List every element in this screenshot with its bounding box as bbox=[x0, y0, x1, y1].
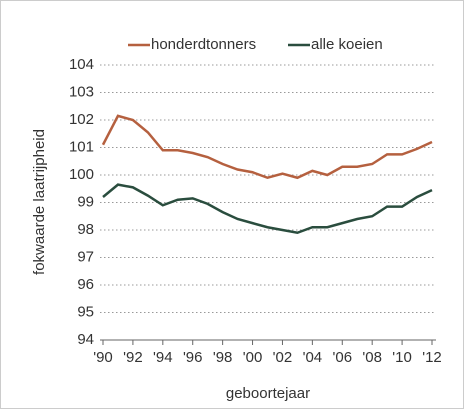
x-tick-label: '00 bbox=[243, 349, 263, 366]
y-tick-label: 97 bbox=[77, 248, 94, 265]
y-tick-label: 96 bbox=[77, 276, 94, 293]
legend-label: honderdtonners bbox=[151, 36, 256, 53]
y-axis-label: fokwaarde laatrijpheid bbox=[31, 129, 48, 275]
x-tick-label: '02 bbox=[273, 349, 293, 366]
series-line bbox=[102, 183, 433, 235]
x-tick-label: '08 bbox=[362, 349, 382, 366]
x-tick-label: '92 bbox=[123, 349, 143, 366]
y-tick-label: 100 bbox=[69, 166, 94, 183]
y-tick-label: 102 bbox=[69, 111, 94, 128]
y-tick-label: 104 bbox=[69, 56, 94, 73]
x-tick-label: '12 bbox=[422, 349, 442, 366]
y-tick-label: 94 bbox=[77, 331, 94, 348]
y-tick-label: 103 bbox=[69, 83, 94, 100]
y-tick-label: 98 bbox=[77, 221, 94, 238]
x-tick-label: '04 bbox=[303, 349, 323, 366]
x-axis-label: geboortejaar bbox=[226, 385, 310, 402]
series-line bbox=[101, 114, 433, 180]
x-tick-label: '94 bbox=[153, 349, 173, 366]
x-tick-label: '96 bbox=[183, 349, 203, 366]
legend-label: alle koeien bbox=[311, 36, 383, 53]
x-tick-label: '10 bbox=[392, 349, 412, 366]
x-tick-label: '90 bbox=[93, 349, 113, 366]
y-tick-label: 99 bbox=[77, 193, 94, 210]
y-tick-label: 95 bbox=[77, 303, 94, 320]
x-tick-label: '06 bbox=[332, 349, 352, 366]
y-tick-label: 101 bbox=[69, 138, 94, 155]
x-tick-label: '98 bbox=[213, 349, 233, 366]
